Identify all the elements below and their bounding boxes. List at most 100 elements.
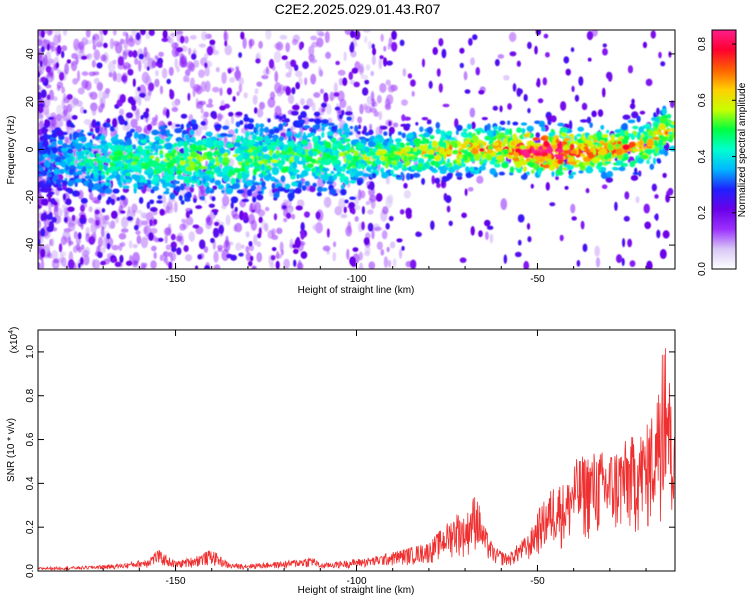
spectrogram-ridge-blob — [374, 158, 382, 166]
spectrogram-ridge-blob — [84, 175, 93, 180]
spectrogram-blob — [315, 211, 321, 220]
spectrogram-blob — [238, 52, 243, 58]
spectrogram-ridge-blob — [163, 191, 170, 195]
spectrogram-ridge-blob — [291, 110, 299, 116]
spectrogram-ridge-blob — [426, 126, 433, 134]
spectrogram-ridge-blob — [471, 135, 479, 143]
spectrogram-ridge-blob — [521, 127, 526, 134]
spectrogram-blob — [459, 257, 467, 263]
spectrogram-ridge-blob — [193, 146, 202, 151]
spectrogram-ridge-blob — [367, 184, 373, 190]
spectrogram-ridge-blob — [185, 210, 191, 219]
spectrogram-ridge-blob — [277, 185, 283, 190]
spectrogram-blob — [535, 30, 542, 36]
spectrogram-ridge-blob — [348, 162, 353, 168]
spectrogram-blob — [484, 219, 491, 227]
spectrogram-ridge-blob — [241, 198, 250, 203]
spectrogram-blob — [148, 82, 155, 92]
spectrogram-blob — [385, 222, 390, 230]
spectrogram-speckle — [163, 256, 169, 264]
spectrogram-speckle — [198, 100, 207, 106]
spectrogram-ridge-blob — [214, 179, 222, 186]
spectrogram-speckle — [138, 59, 142, 72]
spectrogram-ridge-blob — [321, 187, 328, 192]
spectrogram-ridge-blob — [380, 167, 385, 174]
spectrogram-ridge-blob — [596, 131, 603, 139]
spectrogram-speckle — [354, 216, 359, 222]
spectrogram-blob — [602, 48, 608, 56]
spectrogram-blob — [149, 219, 153, 227]
spectrogram-speckle — [469, 107, 476, 118]
spectrogram-speckle — [63, 105, 68, 117]
spectrogram-speckle — [136, 234, 142, 245]
spectrogram-ridge-blob — [326, 151, 331, 160]
spectrogram-blob — [627, 65, 634, 74]
spectrogram-ridge-blob — [350, 139, 357, 146]
spectrogram-blob — [512, 83, 517, 92]
spectrogram-ridge-blob — [510, 140, 516, 147]
spectrogram-blob — [66, 94, 73, 100]
spectrogram-speckle — [142, 214, 147, 220]
spectrogram-ridge-blob — [531, 169, 535, 174]
spectrogram-ridge-blob — [619, 130, 626, 137]
spectrogram-ridge-blob — [169, 151, 176, 158]
spectrogram-ridge-blob — [87, 132, 93, 136]
spectrogram-blob — [290, 59, 297, 68]
spectrogram-ridge-blob — [379, 137, 385, 144]
spectrogram-ridge-blob — [251, 209, 255, 213]
spectrogram-speckle — [360, 74, 369, 80]
spectrogram-speckle — [164, 235, 168, 244]
spectrogram-ridge-blob — [601, 133, 609, 138]
spectrogram-ridge-blob — [179, 183, 185, 191]
spectrogram-speckle — [259, 101, 265, 110]
spectrogram-speckle — [114, 72, 123, 83]
spectrogram-ridge-blob — [54, 156, 62, 163]
spectrogram-ridge-blob — [604, 153, 609, 161]
spectrogram-speckle — [235, 242, 242, 251]
spectrogram-ridge-blob — [322, 174, 329, 182]
spectrogram-ridge-blob — [165, 187, 170, 192]
spectrogram-blob — [176, 47, 184, 53]
spectrogram-speckle — [71, 53, 79, 60]
spectrogram-ridge-blob — [206, 185, 210, 193]
spectrogram-blob — [390, 41, 398, 52]
spectrogram-speckle — [150, 260, 157, 269]
spectrogram-blob — [654, 214, 659, 220]
spectrogram-speckle — [189, 35, 197, 40]
spectrogram-blob — [192, 224, 200, 229]
spectrogram-speckle — [346, 248, 350, 260]
spectrogram-speckle — [370, 70, 374, 77]
spectrogram-ridge-blob — [663, 150, 669, 157]
spectrogram-blob — [271, 247, 277, 252]
spectrogram-speckle — [378, 111, 383, 121]
spectrogram-speckle — [154, 114, 159, 122]
spectrogram-ridge-blob — [298, 131, 302, 138]
spectrogram-ridge-blob — [525, 145, 530, 150]
spectrogram-ridge-blob — [303, 125, 311, 129]
spectrogram-speckle — [112, 40, 120, 47]
spectrogram-blob — [516, 60, 521, 67]
spectrogram-ridge-blob — [112, 188, 120, 194]
spectrogram-blob — [586, 30, 594, 41]
spectrogram-ridge-blob — [562, 145, 569, 152]
spectrogram-blob — [148, 30, 155, 36]
spectrogram-ridge-blob — [149, 155, 155, 159]
spectrogram-ridge-blob — [100, 134, 106, 142]
spectrogram-ridge-blob — [38, 181, 43, 189]
spectrogram-panel: -150 -100 -50 -40 -20 0 20 40 Height of straig… — [6, 29, 676, 296]
spectrogram-blob — [158, 237, 164, 242]
spectrogram-blob — [292, 244, 297, 249]
spectrogram-ridge-blob — [214, 123, 222, 130]
spectrogram-blob — [210, 237, 215, 244]
spectrogram-ridge-blob — [653, 112, 657, 118]
spectrogram-ridge-blob — [146, 201, 151, 210]
spectrogram-blob — [580, 220, 585, 230]
spectrogram-ridge-blob — [72, 171, 77, 176]
spectrogram-ridge-blob — [202, 178, 206, 185]
spectrogram-speckle — [366, 95, 372, 106]
spectrogram-ridge-blob — [183, 170, 190, 175]
spectrogram-blob — [576, 259, 581, 267]
spectrogram-speckle — [311, 102, 316, 112]
spectrogram-speckle — [392, 258, 397, 268]
spectrogram-ridge-blob — [97, 174, 102, 182]
